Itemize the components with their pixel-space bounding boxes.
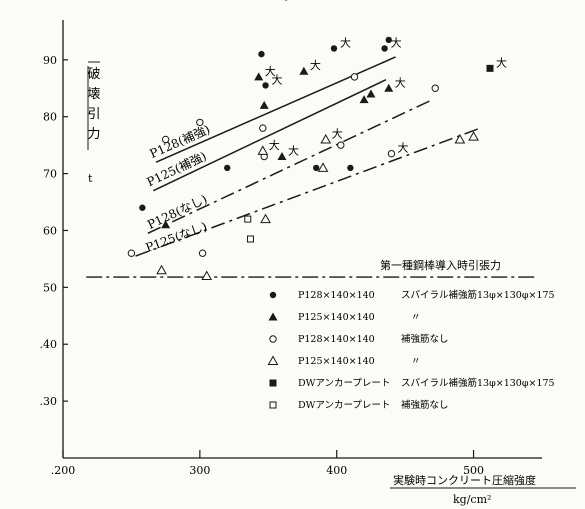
y-tick-label: .30 (40, 395, 58, 408)
y-axis-label-char: 力 (87, 127, 100, 142)
big-label: 大 (340, 35, 351, 49)
point-dot (347, 164, 354, 172)
legend-name: P125×140×140 (298, 356, 375, 367)
points: 大大大大大大大大大大大大 (127, 0, 507, 280)
point-circle (269, 335, 277, 343)
legend-note: スパイラル補強筋13φ×130φ×175 (401, 289, 555, 301)
y-tick-label: 70 (43, 168, 57, 181)
x-axis-label: 実験時コンクリート圧縮強度 (393, 473, 536, 487)
legend-note: 〃 (411, 312, 421, 323)
big-label: 大 (496, 55, 507, 69)
point-triangle (277, 152, 287, 161)
point-dot (262, 82, 269, 89)
point-triangle-open (201, 270, 213, 280)
point-triangle-open (156, 264, 167, 275)
reference-line-label: 第一種鋼棒導入時引張力 (380, 258, 501, 272)
point-triangle (254, 72, 264, 81)
legend-note: スパイラル補強筋13φ×130φ×175 (401, 377, 555, 389)
big-label: 大 (391, 35, 402, 49)
point-triangle-open (317, 162, 329, 172)
y-axis-label-char: 破 (87, 67, 100, 82)
point-triangle-open (260, 213, 271, 224)
y-axis-label-char: 壊 (87, 87, 100, 102)
lines: P128(補強)P125(補強)P128(なし)P125(なし)第一種鋼棒導入時… (86, 56, 536, 278)
point-circle (161, 135, 170, 144)
point-square-open (269, 401, 277, 409)
x-tick-label: 300 (189, 464, 210, 477)
fit-line (135, 127, 481, 257)
point-circle (350, 73, 359, 81)
fit-line (153, 79, 387, 192)
point-square-open (246, 235, 254, 243)
point-circle (196, 118, 204, 127)
point-circle (198, 249, 207, 257)
point-circle (387, 149, 396, 158)
point-triangle-open (468, 131, 479, 141)
x-axis-unit: kg/cm² (453, 493, 491, 506)
big-label: 大 (397, 141, 408, 155)
legend-name: P128×140×140 (298, 334, 375, 345)
point-triangle (268, 312, 278, 321)
legend-name: DWアンカープレート (298, 378, 390, 389)
y-axis-label-char: 引 (87, 107, 100, 122)
y-tick-label: .40 (40, 338, 58, 351)
big-label: 大 (332, 126, 343, 140)
x-tick-label: 500 (463, 464, 484, 477)
point-triangle (359, 95, 369, 104)
point-dot (269, 291, 277, 299)
legend-note: 〃 (411, 356, 421, 367)
point-triangle-open (320, 133, 332, 144)
point-dot (312, 164, 320, 172)
x-tick-label: .200 (51, 464, 76, 477)
point-circle (431, 84, 439, 92)
y-tick-label: 50 (43, 281, 57, 294)
point-square-open (244, 215, 252, 223)
legend: P128×140×140 スパイラル補強筋13φ×130φ×175 P125×140… (267, 289, 555, 411)
point-square (486, 64, 494, 72)
point-dot (224, 164, 231, 172)
legend-note: 補強筋なし (401, 399, 449, 411)
big-label: 大 (395, 75, 406, 89)
y-tick-label: 90 (43, 54, 57, 67)
point-triangle (366, 89, 376, 98)
fit-line (147, 98, 433, 234)
big-label: 大 (265, 64, 276, 78)
big-label: 大 (310, 58, 321, 72)
y-tick-label: 60 (43, 224, 57, 237)
legend-name: DWアンカープレート (298, 400, 390, 411)
point-triangle (161, 220, 171, 229)
big-label: 大 (269, 138, 280, 152)
point-triangle (299, 66, 309, 75)
legend-name: P125×140×140 (298, 312, 375, 323)
y-axis-unit: t (88, 172, 93, 185)
axes (62, 20, 576, 489)
point-circle (127, 249, 136, 257)
point-dot (330, 45, 338, 52)
big-label: 大 (272, 72, 283, 86)
big-label: 大 (288, 144, 299, 158)
point-dot (385, 36, 392, 44)
point-circle (337, 141, 345, 149)
point-circle (259, 124, 267, 132)
point-triangle (384, 83, 394, 92)
point-dot (381, 45, 388, 52)
legend-note: 補強筋なし (401, 333, 449, 345)
legend-name: P128×140×140 (298, 290, 375, 301)
point-triangle-open (257, 145, 269, 155)
point-triangle (259, 100, 269, 109)
y-tick-label: 80 (43, 111, 57, 124)
point-square (269, 379, 277, 387)
point-triangle-open (267, 355, 279, 365)
point-triangle-open (454, 133, 466, 144)
point-dot (258, 50, 265, 58)
point-dot (139, 204, 146, 211)
x-tick-label: 400 (326, 464, 347, 477)
